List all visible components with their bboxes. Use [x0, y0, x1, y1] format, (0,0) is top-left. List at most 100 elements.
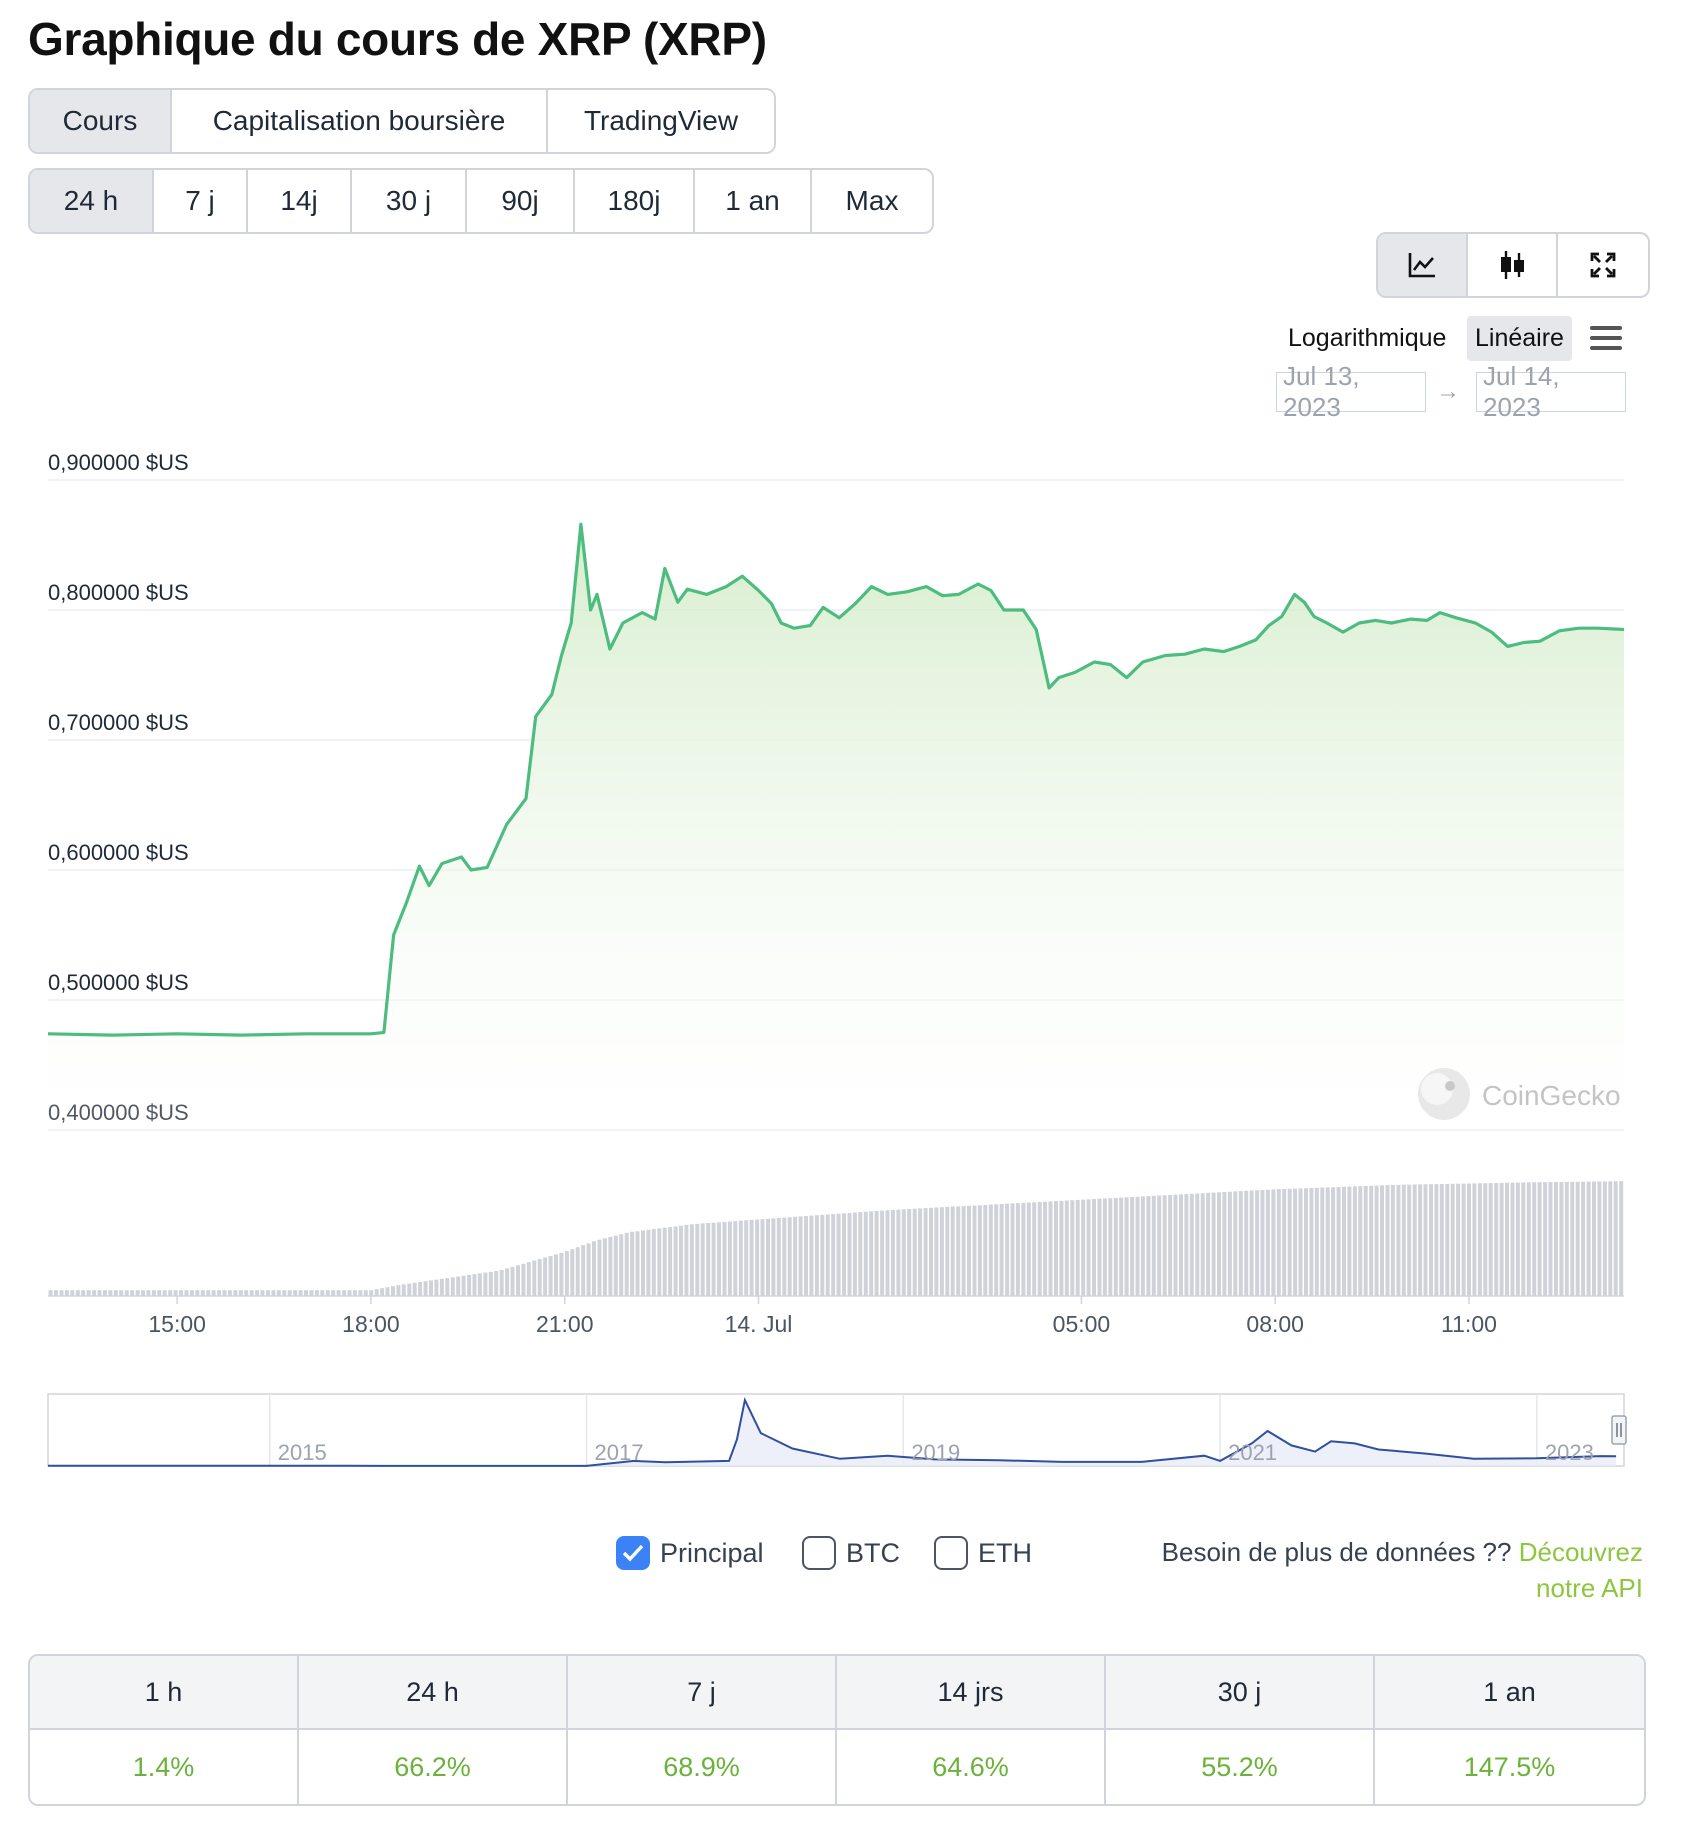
checkbox-icon[interactable]: [934, 1536, 968, 1570]
volume-bar: [304, 1290, 308, 1296]
volume-bar: [760, 1219, 765, 1296]
volume-bar: [1619, 1181, 1624, 1296]
volume-bar: [1515, 1182, 1520, 1296]
legend-eth[interactable]: ETH: [934, 1536, 1032, 1570]
legend-label-eth: ETH: [978, 1537, 1032, 1568]
volume-bar: [852, 1212, 857, 1296]
navigator[interactable]: 2015 2017 2019 2021 2023: [0, 1390, 1683, 1486]
volume-bar: [1445, 1183, 1450, 1296]
tab-cours[interactable]: Cours: [30, 90, 172, 152]
price-line: [47, 522, 1625, 1037]
volume-bar: [869, 1211, 874, 1296]
volume-bar: [1238, 1191, 1243, 1296]
legend-principal[interactable]: Principal: [616, 1536, 764, 1570]
tab-capitalisation[interactable]: Capitalisation boursière: [172, 90, 548, 152]
volume-bar: [766, 1218, 770, 1296]
volume-bar: [1559, 1182, 1564, 1296]
volume-bar: [1037, 1202, 1042, 1296]
volume-bar: [1358, 1186, 1363, 1296]
scale-linear[interactable]: Linéaire: [1467, 316, 1572, 361]
volume-bar: [141, 1290, 145, 1296]
chart-type-tabs: Cours Capitalisation boursière TradingVi…: [28, 88, 776, 154]
volume-bar: [836, 1213, 841, 1296]
volume-bar: [1287, 1188, 1292, 1296]
volume-bar: [689, 1224, 694, 1296]
volume-bar: [1554, 1182, 1558, 1296]
volume-bar: [1586, 1181, 1591, 1296]
volume-bar: [423, 1281, 428, 1296]
volume-bar: [1282, 1189, 1287, 1296]
volume-bar: [195, 1290, 200, 1296]
volume-bar: [1010, 1203, 1015, 1296]
volume-bar: [1124, 1197, 1129, 1296]
volume-bar: [1412, 1184, 1417, 1296]
volume-bar: [130, 1290, 135, 1296]
volume-bar: [592, 1241, 596, 1296]
candlestick-button[interactable]: [1468, 234, 1558, 296]
tab-tradingview[interactable]: TradingView: [583, 105, 739, 136]
volume-bar: [1477, 1183, 1482, 1296]
volume-bar: [1347, 1186, 1352, 1296]
x-tick-label: 15:00: [148, 1311, 206, 1337]
navigator-year-label: 2015: [278, 1440, 327, 1465]
x-tick-label: 21:00: [536, 1311, 594, 1337]
checkbox-checked-icon[interactable]: [616, 1536, 650, 1570]
volume-bar: [1140, 1196, 1145, 1296]
volume-bar: [842, 1213, 846, 1296]
volume-bar: [467, 1274, 472, 1296]
range-24h[interactable]: 24 h: [30, 170, 154, 232]
expand-button[interactable]: [1558, 234, 1648, 296]
volume-bar: [896, 1209, 901, 1296]
checkbox-icon[interactable]: [802, 1536, 836, 1570]
volume-bar: [1385, 1185, 1390, 1296]
volume-bar: [885, 1210, 890, 1296]
volume-bar: [1597, 1181, 1602, 1296]
x-tick-label: 14. Jul: [725, 1311, 793, 1337]
api-link[interactable]: Découvrez notre API: [1518, 1537, 1643, 1603]
volume-bar: [1146, 1196, 1151, 1296]
volume-bar: [1064, 1200, 1069, 1296]
volume-bar: [890, 1209, 895, 1296]
volume-bar: [412, 1282, 417, 1296]
volume-bar: [727, 1221, 732, 1296]
volume-bar: [124, 1290, 129, 1296]
menu-icon[interactable]: [1588, 324, 1624, 352]
volume-bar: [1005, 1203, 1010, 1296]
range-7d[interactable]: 7 j: [154, 170, 248, 232]
volume-bar: [70, 1290, 75, 1296]
volume-bar: [1548, 1182, 1553, 1296]
volume-bar: [1581, 1181, 1586, 1296]
navigator-handle[interactable]: [1611, 1415, 1627, 1445]
volume-bar: [918, 1208, 923, 1296]
range-14d[interactable]: 14j: [248, 170, 352, 232]
volume-bar: [494, 1271, 499, 1296]
range-max[interactable]: Max: [845, 185, 899, 216]
volume-bar: [1092, 1199, 1096, 1296]
volume-bar: [271, 1290, 276, 1296]
date-to-input[interactable]: Jul 14, 2023: [1476, 361, 1626, 422]
volume-bar: [1206, 1192, 1211, 1296]
volume-bar: [646, 1229, 651, 1296]
volume-bar: [59, 1290, 64, 1296]
volume-bar: [1380, 1185, 1384, 1296]
volume-bar: [1293, 1188, 1298, 1296]
volume-bar: [439, 1278, 444, 1296]
range-1y[interactable]: 1 an: [695, 170, 812, 232]
range-30d[interactable]: 30 j: [352, 170, 467, 232]
range-90d[interactable]: 90j: [467, 170, 575, 232]
legend-btc[interactable]: BTC: [802, 1536, 900, 1570]
volume-bar: [146, 1290, 151, 1296]
volume-bar: [1352, 1186, 1357, 1296]
volume-bar: [1048, 1201, 1053, 1296]
date-from-input[interactable]: Jul 13, 2023: [1276, 361, 1426, 422]
volume-bar: [1488, 1183, 1493, 1296]
scale-logarithmic[interactable]: Logarithmique: [1288, 324, 1447, 352]
page-title: Graphique du cours de XRP (XRP): [28, 13, 767, 65]
price-chart[interactable]: 0,400000 $US0,500000 $US0,600000 $US0,70…: [0, 440, 1683, 1350]
range-180d[interactable]: 180j: [575, 170, 695, 232]
volume-bar: [651, 1229, 656, 1296]
volume-bar: [586, 1243, 591, 1296]
volume-bar: [1222, 1192, 1227, 1296]
line-chart-button[interactable]: [1378, 234, 1468, 296]
navigator-year-label: 2017: [595, 1440, 644, 1465]
